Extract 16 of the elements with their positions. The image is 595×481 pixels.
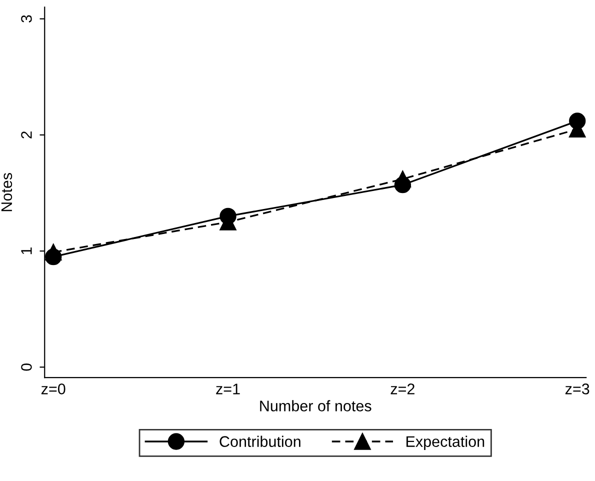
point: [45, 248, 62, 266]
y-tick-label: 1: [21, 248, 32, 254]
y-tick-label: 2: [21, 131, 32, 138]
x-tick-label: z=2: [390, 384, 414, 394]
x-tick-label: z=1: [216, 384, 240, 394]
x-axis-title: Number of notes: [260, 400, 372, 412]
x-tick-label: z=0: [41, 384, 66, 394]
legend-label: Expectation: [406, 436, 484, 450]
point: [569, 112, 586, 130]
point: [220, 208, 236, 225]
legend-label: Contribution: [220, 436, 300, 447]
y-axis-title: Notes: [1, 172, 12, 212]
y-tick-label: 3: [21, 15, 32, 22]
y-tick-label: 0: [21, 363, 32, 371]
x-tick-label: z=3: [565, 384, 590, 394]
point: [394, 176, 412, 194]
